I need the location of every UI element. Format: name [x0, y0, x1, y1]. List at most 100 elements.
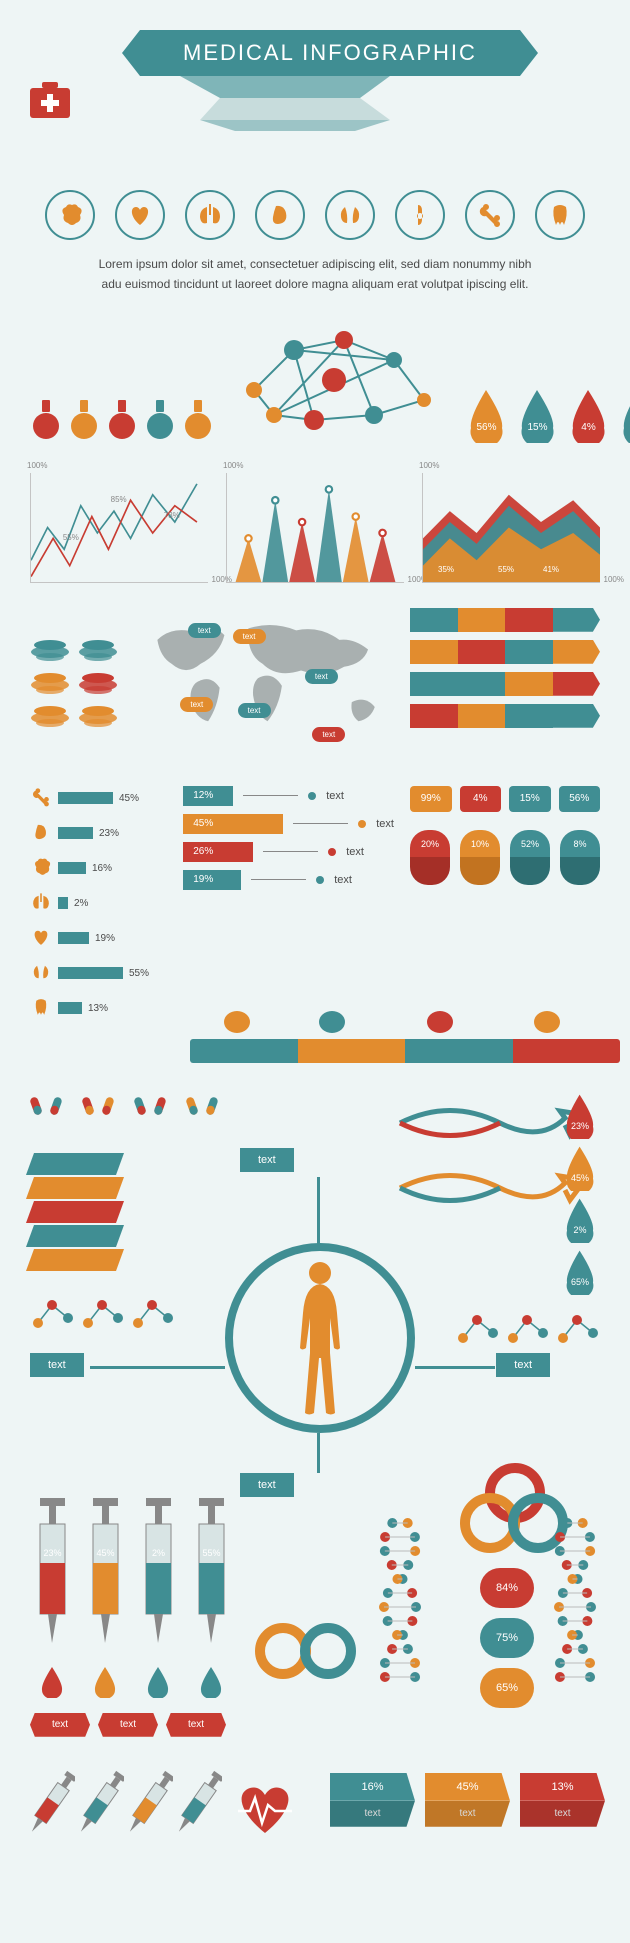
- drop-stat: 56%: [464, 388, 509, 443]
- organ-bar-row: 13%: [30, 996, 167, 1021]
- mini-molecule-icon: [555, 1308, 600, 1351]
- pill-value: 8%: [560, 830, 600, 858]
- chart-point-label: 35%: [438, 565, 454, 574]
- folded-stat: 45%text: [425, 1773, 510, 1827]
- pct-bubble: 65%: [480, 1668, 534, 1708]
- syringe-row-angled: [30, 1763, 222, 1846]
- wave-drops-col: 23%45%2%65%: [560, 1093, 600, 1295]
- infographic-canvas: MEDICAL INFOGRAPHIC Lorem ipsum dolor si…: [0, 0, 630, 1943]
- drop-stat: 23%: [560, 1093, 600, 1139]
- diamond-layer: [26, 1177, 124, 1199]
- diamond-layer: [26, 1249, 124, 1271]
- human-body-ring: [225, 1243, 415, 1433]
- area-chart: 100% 100% 35%55%41%: [422, 473, 600, 583]
- drop-value: 15%: [515, 422, 560, 433]
- disc-shapes-col: [30, 608, 125, 761]
- organ-bar: [58, 827, 93, 839]
- net-row: 56%15%4%99%: [30, 320, 600, 443]
- organ-icons-row: [30, 190, 600, 240]
- organ-bar-pct: 13%: [88, 1003, 108, 1014]
- disc-icon: [30, 639, 70, 664]
- drop-value: 65%: [560, 1277, 600, 1287]
- mini-molecule-icon: [80, 1293, 125, 1336]
- tab-connector: [293, 823, 348, 824]
- lungs-organ-icon: [185, 190, 235, 240]
- header-region: MEDICAL INFOGRAPHIC: [30, 20, 600, 180]
- tab-bar: 12%: [183, 786, 233, 806]
- diamond-layer: [26, 1153, 124, 1175]
- tooth-icon: [30, 996, 52, 1021]
- flask-icon: [68, 398, 100, 443]
- drop-stat: 45%: [560, 1145, 600, 1191]
- stat-tag: 56%: [559, 786, 601, 812]
- tooth-organ-icon: [535, 190, 585, 240]
- folded-pct-value: 13%: [520, 1773, 605, 1801]
- organ-bar-pct: 23%: [99, 828, 119, 839]
- drop-value: 23%: [560, 1121, 600, 1131]
- tab-bar: 26%: [183, 842, 253, 862]
- tab-bars: 12%text45%text26%text19%text: [183, 786, 394, 890]
- heart-organ-icon: [115, 190, 165, 240]
- chart-point-label: 55%: [498, 565, 514, 574]
- mini-molecule-icon: [130, 1293, 175, 1336]
- disc-icon: [30, 672, 70, 697]
- pct-bubble: 84%: [480, 1568, 534, 1608]
- banner-fold-ribbon: [180, 76, 410, 131]
- pill-bottom: [460, 857, 500, 885]
- intro-line-1: Lorem ipsum dolor sit amet, consectetuer…: [99, 257, 532, 271]
- drop-stat: 4%: [566, 388, 611, 443]
- tab-label: text: [346, 846, 364, 858]
- chart-point-label: 41%: [543, 565, 559, 574]
- tab-label: text: [334, 874, 352, 886]
- tab-bar-row: 12%text: [183, 786, 394, 806]
- connector: [90, 1366, 225, 1369]
- folded-stat: 16%text: [330, 1773, 415, 1827]
- syringe-value: 23%: [30, 1548, 75, 1558]
- overlap-ring: [300, 1623, 356, 1679]
- disc-icon: [78, 672, 118, 697]
- label-tag-bottom: text: [240, 1473, 294, 1497]
- bone-organ-icon: [465, 190, 515, 240]
- syringe-angled-icon: [177, 1763, 222, 1846]
- tab-bar-row: 45%text: [183, 814, 394, 834]
- capsule-pair-icon: [30, 1093, 68, 1124]
- tab-label: text: [376, 818, 394, 830]
- timeline-bubble: [319, 1011, 345, 1033]
- tab-connector: [251, 879, 306, 880]
- organ-bar: [58, 792, 113, 804]
- peak-chart: 100% 100%: [226, 473, 404, 583]
- diamond-stack: [30, 1153, 120, 1271]
- stat-tag: 4%: [460, 786, 502, 812]
- map-pin-label: text: [180, 697, 213, 712]
- lower-region: text text text text 23%45%2%65% 23%45%2%…: [30, 1093, 600, 1913]
- title-text: MEDICAL INFOGRAPHIC: [183, 40, 477, 66]
- diamond-layer: [26, 1201, 124, 1223]
- kidneys-icon: [30, 961, 52, 986]
- connector: [415, 1366, 495, 1369]
- pill-bottom: [510, 857, 550, 885]
- flask-icon: [30, 398, 62, 443]
- folded-pct-label: text: [330, 1801, 415, 1827]
- organ-bar-row: 2%: [30, 891, 167, 916]
- drop-stat: 15%: [515, 388, 560, 443]
- pill-value: 20%: [410, 830, 450, 858]
- tab-endpoint: [358, 820, 366, 828]
- stat-tag: 99%: [410, 786, 452, 812]
- tab-bar: 19%: [183, 870, 241, 890]
- line-chart-1: 100% 100% 55%85%73%: [30, 473, 208, 583]
- folded-pct-value: 16%: [330, 1773, 415, 1801]
- syringe-angled-icon: [79, 1763, 124, 1846]
- bar3d-row: [410, 704, 600, 728]
- three-charts-row: 100% 100% 55%85%73% 100% 100% 100% 100% …: [30, 473, 600, 583]
- heart-icon: [30, 926, 52, 951]
- syringe-drop: [91, 1666, 119, 1698]
- organ-bar-pct: 2%: [74, 898, 88, 909]
- syringe-angled-icon: [30, 1763, 75, 1846]
- lungs-icon: [30, 891, 52, 916]
- segmented-bars-3d: [410, 608, 600, 761]
- connector: [317, 1177, 320, 1247]
- intro-text: Lorem ipsum dolor sit amet, consectetuer…: [55, 254, 575, 295]
- organ-bar-row: 19%: [30, 926, 167, 951]
- flask-icon: [106, 398, 138, 443]
- map-row: texttexttexttexttexttext: [30, 608, 600, 761]
